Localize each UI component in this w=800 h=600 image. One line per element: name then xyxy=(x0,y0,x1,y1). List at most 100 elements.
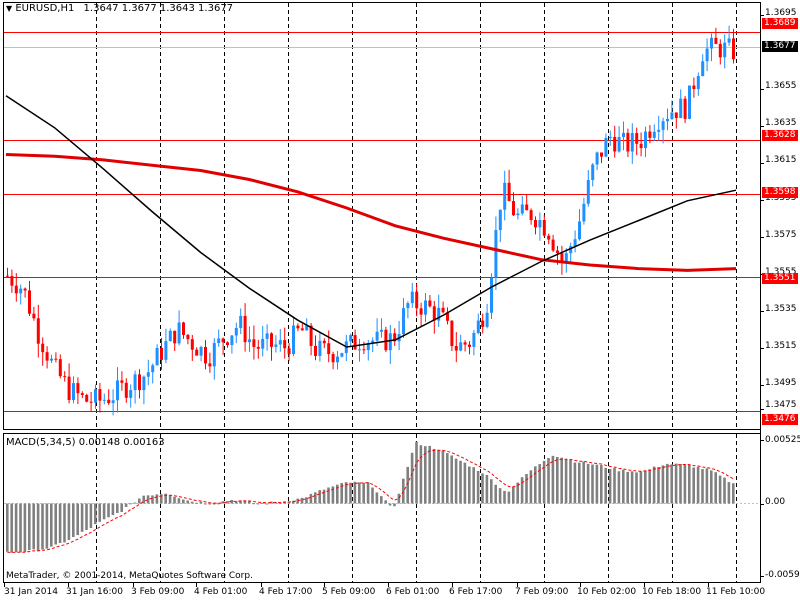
candle-body xyxy=(608,136,612,139)
macd-bar xyxy=(160,494,163,504)
macd-bar xyxy=(36,503,40,552)
candle-body xyxy=(630,133,634,152)
time-axis-label: 6 Feb 17:00 xyxy=(449,587,503,597)
candle-body xyxy=(265,333,269,339)
candle-body xyxy=(72,383,75,401)
candle-body xyxy=(635,133,639,144)
macd-bar xyxy=(679,463,682,504)
candle-body xyxy=(63,376,67,378)
macd-bar xyxy=(380,496,383,504)
price-axis-label: 1.3475 xyxy=(765,400,797,410)
candle-body xyxy=(212,343,216,367)
candle-body xyxy=(195,349,199,356)
macd-bar xyxy=(569,459,572,504)
candle-body xyxy=(256,346,260,349)
macd-bar xyxy=(472,467,475,504)
price-candles xyxy=(6,25,735,416)
macd-bar xyxy=(292,500,295,504)
candle-body xyxy=(498,209,502,231)
macd-bar xyxy=(256,503,260,505)
candle-body xyxy=(248,339,251,343)
macd-bar xyxy=(212,503,216,505)
macd-bar xyxy=(14,503,18,553)
macd-bar xyxy=(120,503,123,512)
macd-bar xyxy=(437,450,440,504)
candle-body xyxy=(120,380,124,383)
macd-bar xyxy=(622,469,625,504)
candle-body xyxy=(437,307,441,321)
macd-bar xyxy=(208,503,211,505)
candle-body xyxy=(661,121,665,130)
macd-bar xyxy=(397,493,401,504)
macd-bar xyxy=(454,458,458,504)
macd-bar xyxy=(696,466,700,504)
candle-body xyxy=(80,393,84,395)
macd-bar xyxy=(520,477,524,504)
candle-body xyxy=(723,42,727,58)
candle-body xyxy=(133,374,137,391)
chevron-down-icon[interactable]: ▼ xyxy=(6,4,13,13)
macd-bar xyxy=(41,503,44,550)
candle-body xyxy=(45,352,49,361)
macd-bar xyxy=(278,502,282,504)
macd-bar xyxy=(358,482,361,504)
macd-bar xyxy=(586,463,590,504)
candle-body xyxy=(472,333,476,347)
candle-body xyxy=(679,98,683,119)
candle-body xyxy=(410,291,414,304)
candle-body xyxy=(573,239,577,247)
candle-body xyxy=(173,330,177,344)
macd-bar xyxy=(230,499,233,504)
macd-bar xyxy=(50,503,53,547)
candle-body xyxy=(186,334,190,340)
candle-body xyxy=(428,300,432,307)
macd-bar xyxy=(362,482,365,504)
candle-body xyxy=(406,303,410,309)
candle-body xyxy=(107,399,111,404)
macd-bar xyxy=(547,458,550,504)
candle-body xyxy=(432,306,436,321)
macd-bar xyxy=(133,502,137,504)
macd-bar xyxy=(151,495,154,504)
macd-bar xyxy=(705,468,709,504)
price-axis-label: 1.3595 xyxy=(765,193,797,203)
macd-bar xyxy=(613,467,616,504)
candle-body xyxy=(336,356,339,363)
moving-average-fast xyxy=(5,95,737,348)
macd-bar xyxy=(10,503,13,553)
candle-body xyxy=(32,313,36,319)
candle-body xyxy=(340,353,344,357)
candle-body xyxy=(657,129,661,132)
level-tag: 1.3628 xyxy=(762,130,798,141)
macd-bar xyxy=(692,467,695,504)
macd-bar xyxy=(111,503,115,516)
macd-bar xyxy=(441,450,445,504)
candle-body xyxy=(226,342,229,346)
macd-bar xyxy=(164,493,167,504)
candle-body xyxy=(441,307,445,313)
candle-body xyxy=(164,341,168,360)
level-tag: 1.3476 xyxy=(762,414,798,425)
candle-body xyxy=(402,308,405,335)
macd-bar xyxy=(309,493,313,504)
macd-bar xyxy=(124,503,128,507)
macd-bar xyxy=(674,463,678,504)
macd-bar xyxy=(507,491,511,504)
candle-body xyxy=(507,182,511,202)
macd-bar xyxy=(318,490,321,504)
macd-bar xyxy=(503,490,506,504)
candle-body xyxy=(586,179,590,204)
macd-bar xyxy=(490,479,493,504)
macd-bar xyxy=(287,501,291,504)
candle-body xyxy=(388,333,392,351)
candle-body xyxy=(160,347,163,360)
macd-bar xyxy=(261,502,264,504)
macd-bar xyxy=(173,496,176,504)
level-tag: 1.3598 xyxy=(762,187,798,198)
candle-body xyxy=(278,340,282,345)
macd-bar xyxy=(529,470,533,504)
macd-bar xyxy=(463,462,467,504)
macd-bar xyxy=(274,502,277,504)
